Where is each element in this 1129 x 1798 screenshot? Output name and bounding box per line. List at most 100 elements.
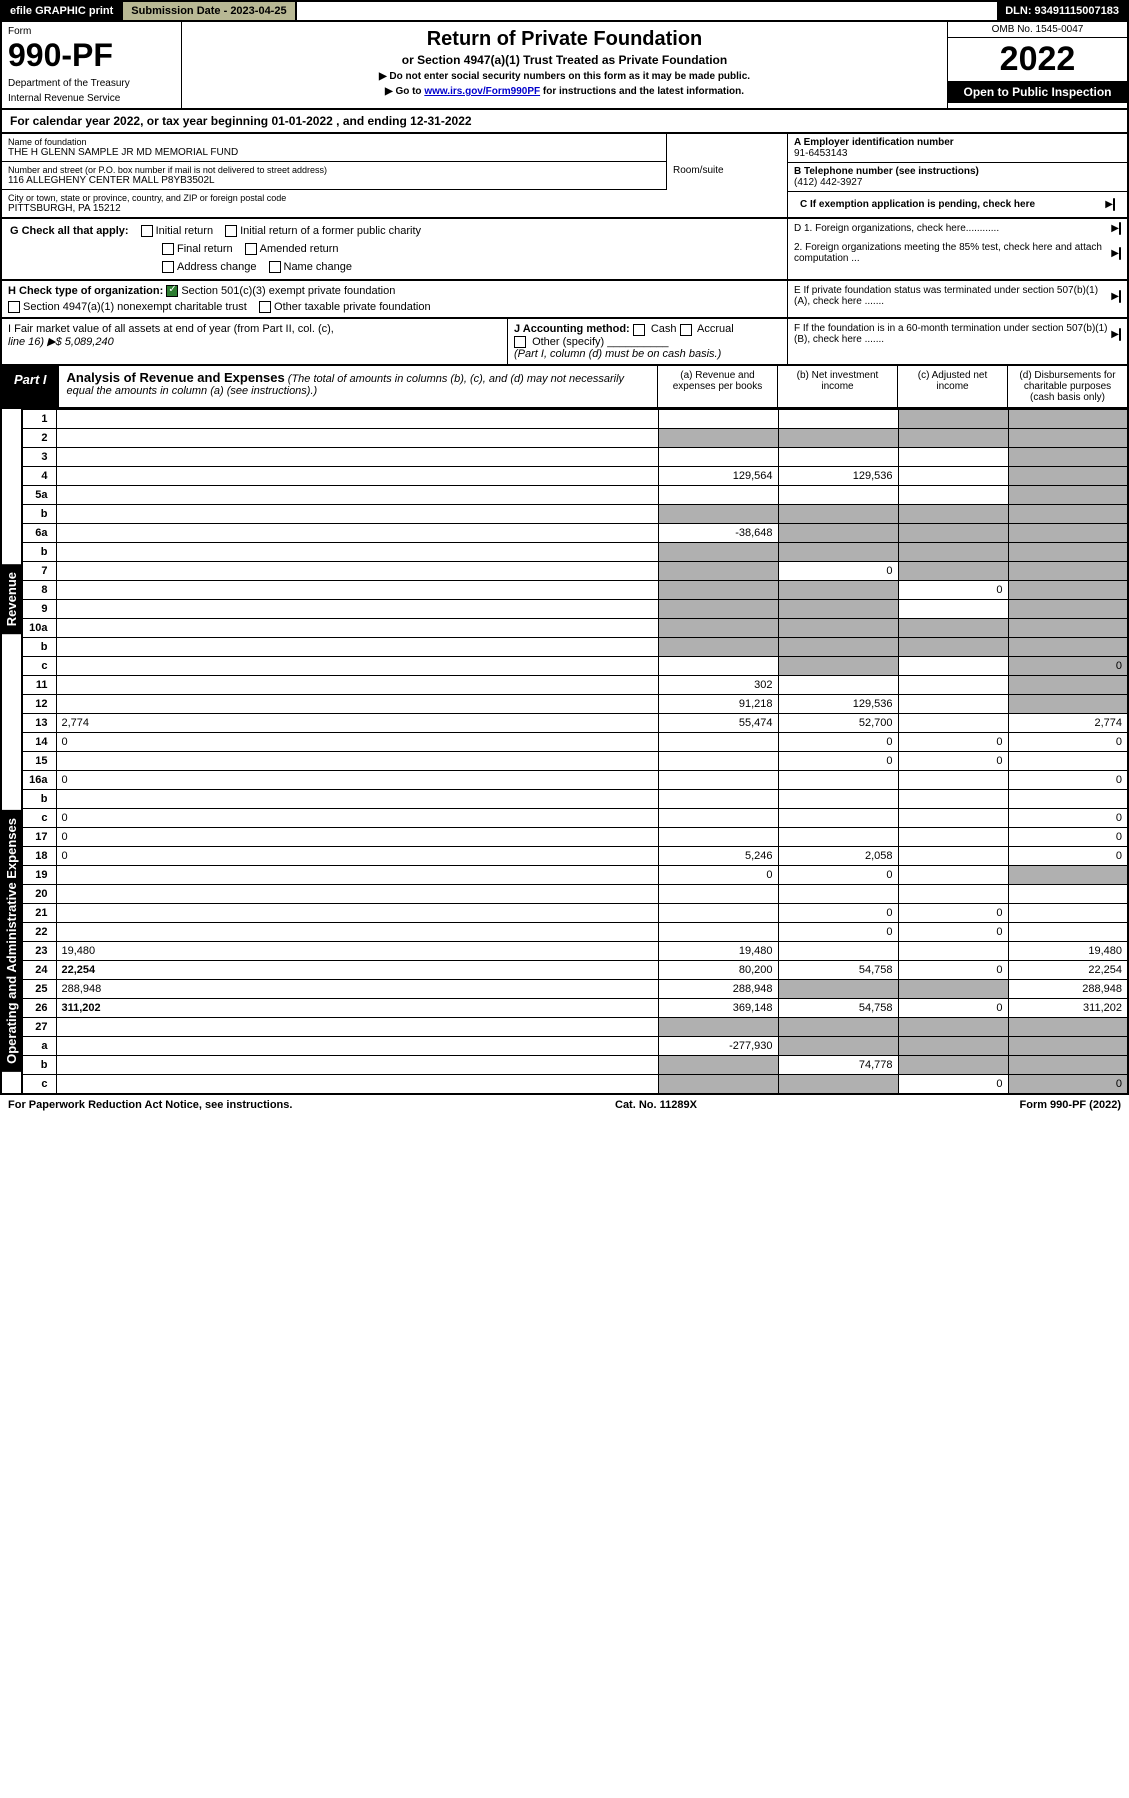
- col-d-value: [1008, 1055, 1128, 1074]
- col-c-value: [898, 941, 1008, 960]
- line-number: 21: [22, 903, 56, 922]
- cb-address-change[interactable]: [162, 261, 174, 273]
- table-row: 2319,48019,48019,480: [22, 941, 1128, 960]
- col-a-value: 0: [658, 865, 778, 884]
- table-row: 11302: [22, 675, 1128, 694]
- col-a-value: [658, 656, 778, 675]
- footer-paperwork: For Paperwork Reduction Act Notice, see …: [8, 1099, 292, 1111]
- col-c-value: 0: [898, 998, 1008, 1017]
- cb-initial-return[interactable]: [141, 225, 153, 237]
- line-number: 5a: [22, 485, 56, 504]
- j-note: (Part I, column (d) must be on cash basi…: [514, 348, 781, 360]
- efile-print-button[interactable]: efile GRAPHIC print: [2, 2, 123, 20]
- col-b-value: [778, 504, 898, 523]
- line-number: 2: [22, 428, 56, 447]
- d2-checkbox[interactable]: [1119, 247, 1121, 260]
- cb-name-change[interactable]: [269, 261, 281, 273]
- line-desc: 288,948: [56, 979, 658, 998]
- col-a-value: 302: [658, 675, 778, 694]
- col-d-value: [1008, 751, 1128, 770]
- h-label: H Check type of organization:: [8, 285, 163, 297]
- col-b-value: 0: [778, 865, 898, 884]
- line-desc: [56, 466, 658, 485]
- address-value: 116 ALLEGHENY CENTER MALL P8YB3502L: [8, 175, 660, 186]
- col-b-value: 0: [778, 732, 898, 751]
- cb-501c3[interactable]: [166, 285, 178, 297]
- city-value: PITTSBURGH, PA 15212: [8, 203, 781, 214]
- col-a-value: -38,648: [658, 523, 778, 542]
- col-d-value: [1008, 485, 1128, 504]
- col-a-value: 129,564: [658, 466, 778, 485]
- col-a-value: 5,246: [658, 846, 778, 865]
- line-number: 19: [22, 865, 56, 884]
- ssn-note: ▶ Do not enter social security numbers o…: [188, 71, 941, 82]
- line-number: b: [22, 1055, 56, 1074]
- col-d-value: [1008, 447, 1128, 466]
- lbl-addr-chg: Address change: [177, 261, 257, 273]
- col-c-value: [898, 1055, 1008, 1074]
- i-fmv-label: I Fair market value of all assets at end…: [8, 323, 501, 335]
- col-c-value: 0: [898, 960, 1008, 979]
- col-c-value: [898, 694, 1008, 713]
- table-row: b: [22, 637, 1128, 656]
- table-row: b: [22, 789, 1128, 808]
- table-row: 27: [22, 1017, 1128, 1036]
- line-desc: [56, 1036, 658, 1055]
- line-desc: [56, 618, 658, 637]
- line-number: 6a: [22, 523, 56, 542]
- table-row: 6a -38,648: [22, 523, 1128, 542]
- cb-accrual[interactable]: [680, 324, 692, 336]
- col-b-value: [778, 409, 898, 428]
- f-checkbox[interactable]: [1119, 328, 1121, 341]
- lbl-cash: Cash: [651, 323, 677, 335]
- line-desc: [56, 751, 658, 770]
- cb-cash[interactable]: [633, 324, 645, 336]
- line-desc: [56, 523, 658, 542]
- cb-other-taxable[interactable]: [259, 301, 271, 313]
- col-b-value: 74,778: [778, 1055, 898, 1074]
- d2-label: 2. Foreign organizations meeting the 85%…: [794, 242, 1111, 264]
- col-d-value: 0: [1008, 770, 1128, 789]
- line-desc: 0: [56, 770, 658, 789]
- line-desc: [56, 447, 658, 466]
- line-number: 16a: [22, 770, 56, 789]
- table-row: 2: [22, 428, 1128, 447]
- col-d-value: [1008, 618, 1128, 637]
- col-a-value: [658, 409, 778, 428]
- line-desc: [56, 675, 658, 694]
- footer-formref: Form 990-PF (2022): [1020, 1099, 1121, 1111]
- form-title: Return of Private Foundation: [188, 28, 941, 51]
- e-checkbox[interactable]: [1119, 290, 1121, 303]
- col-a-value: [658, 580, 778, 599]
- line-desc: 22,254: [56, 960, 658, 979]
- address-label: Number and street (or P.O. box number if…: [8, 165, 660, 175]
- col-c-value: [898, 827, 1008, 846]
- col-a-value: [658, 770, 778, 789]
- part1-title: Analysis of Revenue and Expenses: [67, 370, 285, 385]
- table-row: 2200: [22, 922, 1128, 941]
- col-c-value: [898, 447, 1008, 466]
- d1-checkbox[interactable]: [1119, 222, 1121, 235]
- col-a-value: 19,480: [658, 941, 778, 960]
- table-row: c0: [22, 656, 1128, 675]
- c-checkbox[interactable]: [1113, 198, 1115, 211]
- table-row: 1: [22, 409, 1128, 428]
- irs-link[interactable]: www.irs.gov/Form990PF: [424, 86, 540, 97]
- cb-4947a1[interactable]: [8, 301, 20, 313]
- line-desc: 0: [56, 846, 658, 865]
- col-b-value: 0: [778, 922, 898, 941]
- cb-initial-former[interactable]: [225, 225, 237, 237]
- i-fmv-value: line 16) ▶$ 5,089,240: [8, 335, 501, 348]
- lines-table: 1234129,564129,5365ab6a-38,648b7080910ab…: [21, 409, 1129, 1095]
- line-number: 4: [22, 466, 56, 485]
- col-a-value: 80,200: [658, 960, 778, 979]
- cb-amended-return[interactable]: [245, 243, 257, 255]
- col-a-value: [658, 485, 778, 504]
- line-number: b: [22, 637, 56, 656]
- line-number: 27: [22, 1017, 56, 1036]
- cb-final-return[interactable]: [162, 243, 174, 255]
- table-row: c00: [22, 808, 1128, 827]
- table-row: 70: [22, 561, 1128, 580]
- dln-label: DLN: 93491115007183: [997, 2, 1127, 20]
- cb-other-method[interactable]: [514, 336, 526, 348]
